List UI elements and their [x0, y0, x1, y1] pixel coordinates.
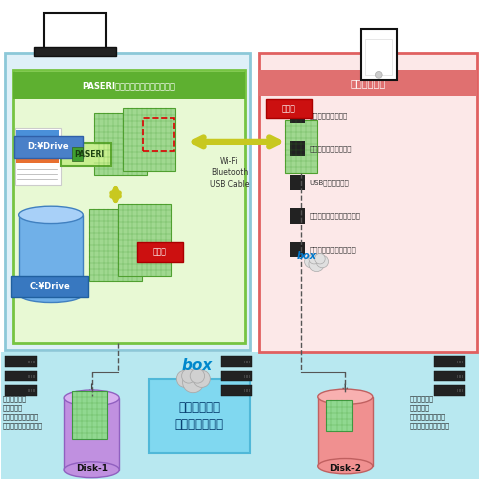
FancyBboxPatch shape — [290, 141, 305, 156]
FancyBboxPatch shape — [15, 128, 60, 185]
FancyBboxPatch shape — [290, 108, 305, 123]
Text: PASERIドライブ（仮想ドライブ）: PASERIドライブ（仮想ドライブ） — [82, 81, 175, 90]
Circle shape — [193, 370, 210, 387]
Circle shape — [375, 72, 382, 78]
FancyBboxPatch shape — [28, 375, 30, 378]
FancyBboxPatch shape — [221, 371, 252, 381]
FancyBboxPatch shape — [16, 149, 59, 163]
Text: 外部記憶装置: 外部記憶装置 — [350, 78, 385, 88]
FancyBboxPatch shape — [221, 356, 252, 367]
Circle shape — [181, 369, 196, 383]
FancyBboxPatch shape — [28, 389, 30, 392]
FancyBboxPatch shape — [360, 29, 397, 80]
Text: オンプレミス
国内・海外
パブリッククラウド
プライベートクラウド: オンプレミス 国内・海外 パブリッククラウド プライベートクラウド — [410, 396, 450, 429]
FancyBboxPatch shape — [318, 397, 373, 466]
FancyBboxPatch shape — [0, 352, 480, 480]
FancyBboxPatch shape — [246, 389, 248, 392]
FancyBboxPatch shape — [457, 389, 458, 392]
Circle shape — [309, 253, 320, 264]
FancyBboxPatch shape — [28, 360, 30, 363]
Text: バックアップ
（オプション）: バックアップ （オプション） — [175, 401, 224, 431]
FancyBboxPatch shape — [31, 360, 32, 363]
FancyBboxPatch shape — [5, 371, 36, 381]
FancyBboxPatch shape — [60, 143, 111, 166]
Text: PASERI: PASERI — [74, 150, 104, 159]
FancyBboxPatch shape — [64, 398, 119, 470]
FancyBboxPatch shape — [249, 360, 250, 363]
Text: スマートフォンなど: スマートフォンなど — [310, 112, 348, 119]
FancyBboxPatch shape — [326, 400, 352, 432]
FancyBboxPatch shape — [259, 70, 477, 96]
FancyBboxPatch shape — [33, 375, 35, 378]
Circle shape — [309, 256, 324, 272]
Text: ウェアラブル端末など: ウェアラブル端末など — [310, 145, 352, 152]
Ellipse shape — [64, 390, 119, 406]
FancyBboxPatch shape — [462, 389, 463, 392]
FancyBboxPatch shape — [434, 385, 465, 396]
FancyBboxPatch shape — [16, 130, 59, 147]
FancyBboxPatch shape — [31, 389, 32, 392]
FancyBboxPatch shape — [462, 375, 463, 378]
FancyBboxPatch shape — [244, 389, 245, 392]
FancyBboxPatch shape — [137, 242, 182, 262]
FancyBboxPatch shape — [94, 113, 147, 175]
FancyBboxPatch shape — [149, 379, 250, 453]
Circle shape — [176, 370, 193, 387]
Ellipse shape — [64, 462, 119, 478]
Text: 分割１: 分割１ — [153, 248, 167, 256]
FancyBboxPatch shape — [34, 47, 116, 56]
FancyBboxPatch shape — [244, 360, 245, 363]
FancyBboxPatch shape — [290, 208, 305, 224]
Ellipse shape — [19, 285, 83, 302]
Text: オンプレミス
国内・海外
パブリッククラウド
プライベートクラウド: オンプレミス 国内・海外 パブリッククラウド プライベートクラウド — [3, 396, 43, 429]
FancyBboxPatch shape — [14, 136, 84, 157]
FancyBboxPatch shape — [72, 147, 84, 161]
FancyBboxPatch shape — [11, 276, 88, 298]
FancyBboxPatch shape — [459, 360, 461, 363]
FancyBboxPatch shape — [290, 175, 305, 190]
Circle shape — [315, 253, 325, 264]
Text: Disk-1: Disk-1 — [76, 464, 108, 473]
Circle shape — [316, 255, 328, 268]
FancyBboxPatch shape — [44, 12, 106, 48]
Text: D:¥Drive: D:¥Drive — [28, 142, 70, 151]
FancyBboxPatch shape — [5, 53, 250, 350]
FancyBboxPatch shape — [249, 389, 250, 392]
FancyBboxPatch shape — [5, 385, 36, 396]
Text: 分割２: 分割２ — [282, 104, 296, 113]
FancyBboxPatch shape — [12, 72, 245, 99]
Text: box: box — [181, 359, 213, 373]
Text: Wi-Fi
Bluetooth
USB Cable: Wi-Fi Bluetooth USB Cable — [210, 156, 249, 189]
Ellipse shape — [318, 458, 373, 474]
FancyBboxPatch shape — [462, 360, 463, 363]
FancyBboxPatch shape — [457, 375, 458, 378]
Ellipse shape — [318, 389, 373, 404]
FancyBboxPatch shape — [434, 371, 465, 381]
FancyBboxPatch shape — [290, 242, 305, 257]
Text: C:¥Drive: C:¥Drive — [29, 282, 70, 291]
Text: ポータブルハードディスク: ポータブルハードディスク — [310, 213, 360, 219]
FancyBboxPatch shape — [457, 360, 458, 363]
FancyBboxPatch shape — [5, 356, 36, 367]
Circle shape — [190, 369, 204, 383]
FancyBboxPatch shape — [459, 389, 461, 392]
Ellipse shape — [19, 206, 83, 224]
FancyBboxPatch shape — [459, 375, 461, 378]
FancyBboxPatch shape — [123, 108, 175, 170]
FancyBboxPatch shape — [48, 19, 101, 45]
FancyBboxPatch shape — [266, 99, 312, 118]
FancyBboxPatch shape — [33, 360, 35, 363]
FancyBboxPatch shape — [365, 39, 392, 75]
FancyBboxPatch shape — [221, 385, 252, 396]
FancyBboxPatch shape — [246, 360, 248, 363]
FancyBboxPatch shape — [249, 375, 250, 378]
FancyBboxPatch shape — [72, 391, 108, 439]
FancyBboxPatch shape — [259, 53, 477, 352]
FancyBboxPatch shape — [118, 204, 170, 276]
Text: パブリッククラウドなど: パブリッククラウドなど — [310, 246, 356, 253]
Circle shape — [305, 255, 317, 268]
FancyBboxPatch shape — [244, 375, 245, 378]
Text: box: box — [297, 251, 316, 261]
FancyBboxPatch shape — [33, 389, 35, 392]
